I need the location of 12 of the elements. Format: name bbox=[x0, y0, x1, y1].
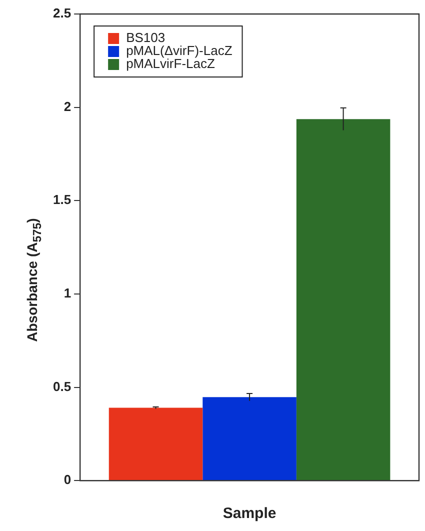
bar bbox=[296, 119, 390, 480]
y-tick-label: 0 bbox=[64, 472, 72, 488]
y-tick-label: 1.5 bbox=[52, 192, 72, 208]
bar bbox=[202, 397, 296, 480]
y-tick-label: 2 bbox=[64, 98, 72, 114]
bar bbox=[108, 408, 203, 480]
y-tick-label: 2.5 bbox=[52, 6, 72, 21]
y-tick-label: 0.5 bbox=[52, 378, 72, 394]
legend-label: pMAL(ΔvirF)-LacZ bbox=[126, 43, 232, 58]
x-axis-title: Sample bbox=[222, 505, 276, 522]
y-tick-label: 1 bbox=[64, 286, 72, 301]
legend-label: BS103 bbox=[126, 30, 166, 46]
